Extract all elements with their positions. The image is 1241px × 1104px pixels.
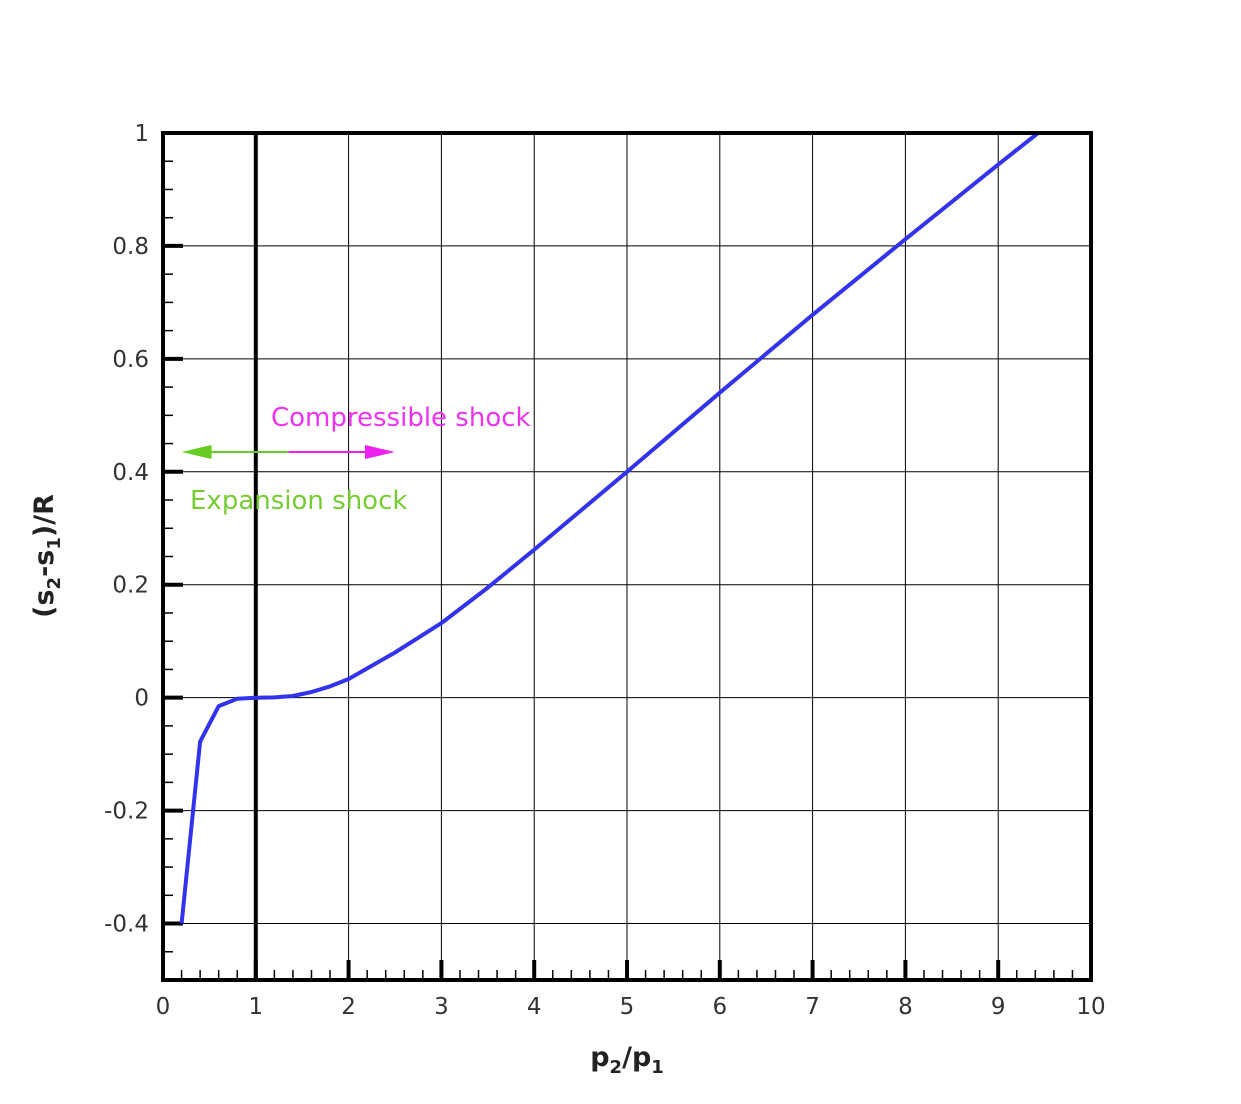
y-tick-label: 0 [134,686,149,712]
series-line [179,131,1040,924]
y-tick-label: 0.4 [112,460,149,486]
y-tick-label: 0.2 [112,573,149,599]
x-tick-label: 6 [712,994,727,1020]
y-tick-labels: -0.4 -0.2 0 0.2 0.4 0.6 0.8 1 [104,121,149,938]
x-tick-label: 9 [991,994,1006,1020]
annotation-expansion-shock: Expansion shock [190,486,407,516]
y-tick-label: 1 [134,121,149,147]
y-tick-label: -0.2 [104,799,149,825]
x-tick-label: 10 [1076,994,1105,1020]
x-tick-labels: 0 1 2 3 4 5 6 7 8 9 10 [156,994,1106,1020]
arrow-head-right [365,445,395,460]
x-tick-label: 2 [341,994,356,1020]
plot-frame [161,131,1093,982]
y-tick-label: 0.6 [112,347,149,373]
grid-lines [163,132,1091,980]
arrow-head-left [181,445,212,460]
y-axis-title: (s2-s1)/R [29,494,65,618]
x-tick-label: 4 [527,994,542,1020]
x-tick-label: 1 [248,994,263,1020]
x-tick-label: 7 [805,994,820,1020]
x-tick-label: 5 [620,994,635,1020]
y-tick-label: 0.8 [112,234,149,260]
x-tick-label: 0 [156,994,171,1020]
x-tick-label: 3 [434,994,449,1020]
shock-direction-arrow [181,445,395,460]
x-axis-title: p2/p1 [590,1042,664,1078]
y-tick-label: -0.4 [104,912,149,938]
x-tick-label: 8 [898,994,913,1020]
annotation-compressible-shock: Compressible shock [271,403,531,433]
